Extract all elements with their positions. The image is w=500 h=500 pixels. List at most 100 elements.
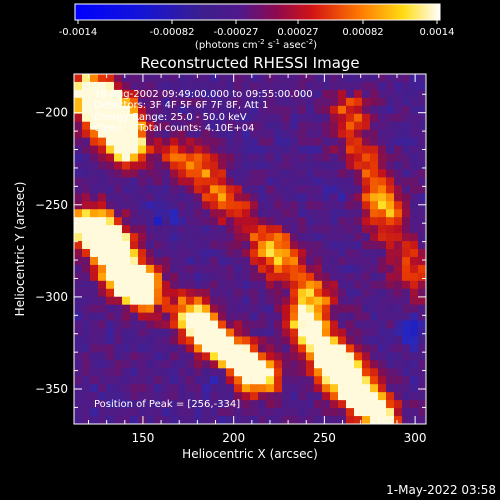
heatmap-cell	[138, 304, 147, 314]
heatmap-cell	[282, 97, 291, 107]
heatmap-cell	[74, 145, 83, 155]
heatmap-cell	[330, 256, 339, 266]
heatmap-cell	[74, 360, 83, 369]
heatmap-cell	[82, 384, 91, 393]
heatmap-cell	[178, 113, 187, 123]
heatmap-cell	[242, 328, 251, 338]
heatmap-cell	[186, 392, 195, 401]
heatmap-cell	[170, 81, 179, 91]
heatmap-cell	[114, 328, 123, 338]
heatmap-cell	[330, 416, 339, 424]
heatmap-cell	[338, 360, 347, 369]
heatmap-cell	[122, 296, 131, 306]
heatmap-cell	[218, 217, 227, 226]
heatmap-cell	[178, 225, 187, 234]
heatmap-cell	[90, 153, 99, 163]
heatmap-cell	[258, 209, 267, 218]
heatmap-cell	[90, 74, 99, 83]
heatmap-cell	[410, 336, 419, 346]
heatmap-cell	[162, 249, 171, 258]
heatmap-cell	[170, 137, 179, 147]
heatmap-cell	[210, 169, 219, 178]
heatmap-cell	[282, 177, 291, 186]
heatmap-cell	[282, 89, 291, 99]
colorbar-tick-label: 0.0014	[420, 27, 455, 38]
heatmap-cell	[250, 392, 259, 401]
heatmap-cell	[330, 312, 339, 322]
heatmap-cell	[218, 105, 227, 115]
heatmap-cell	[74, 328, 83, 338]
heatmap-cell	[306, 137, 315, 147]
heatmap-cell	[186, 344, 195, 353]
heatmap-cell	[194, 97, 203, 107]
heatmap-cell	[394, 320, 403, 330]
heatmap-cell	[402, 288, 411, 298]
heatmap-cell	[90, 320, 99, 330]
heatmap-cell	[74, 225, 83, 234]
heatmap-cell	[378, 129, 387, 139]
heatmap-cell	[154, 137, 163, 147]
heatmap-cell	[394, 161, 403, 171]
heatmap-cell	[266, 105, 275, 115]
heatmap-cell	[106, 233, 115, 242]
heatmap-cell	[362, 416, 371, 424]
heatmap-cell	[354, 256, 363, 266]
heatmap-cell	[410, 328, 419, 338]
heatmap-cell	[250, 217, 259, 226]
heatmap-cell	[162, 97, 171, 107]
heatmap-cell	[394, 392, 403, 401]
heatmap-cell	[154, 384, 163, 393]
heatmap-cell	[178, 392, 187, 401]
heatmap-cell	[146, 368, 155, 377]
heatmap-cell	[418, 97, 426, 107]
heatmap-cell	[322, 121, 331, 131]
heatmap-cell	[194, 280, 203, 290]
heatmap-cell	[186, 113, 195, 123]
heatmap-cell	[130, 177, 139, 186]
heatmap-cell	[410, 288, 419, 298]
heatmap-cell	[322, 169, 331, 178]
heatmap-cell	[114, 320, 123, 330]
heatmap-cell	[306, 177, 315, 186]
heatmap-cell	[162, 81, 171, 91]
heatmap-cell	[314, 185, 323, 194]
heatmap-cell	[274, 328, 283, 338]
heatmap-cell	[210, 129, 219, 139]
heatmap-cell	[402, 304, 411, 314]
heatmap-cell	[274, 264, 283, 274]
heatmap-cell	[194, 177, 203, 186]
heatmap-cell	[242, 384, 251, 393]
heatmap-cell	[218, 225, 227, 234]
heatmap-cell	[338, 400, 347, 409]
heatmap-cell	[330, 264, 339, 274]
heatmap-cell	[186, 328, 195, 338]
heatmap-cell	[202, 81, 211, 91]
heatmap-cell	[378, 201, 387, 210]
heatmap-cell	[394, 416, 403, 424]
heatmap-cell	[218, 177, 227, 186]
heatmap-cell	[258, 392, 267, 401]
heatmap-cell	[282, 288, 291, 298]
heatmap-cell	[202, 129, 211, 139]
heatmap-cell	[354, 97, 363, 107]
heatmap-cell	[362, 320, 371, 330]
heatmap-cell	[298, 392, 307, 401]
heatmap-cell	[282, 193, 291, 202]
heatmap-cell	[122, 137, 131, 147]
heatmap-cell	[130, 81, 139, 91]
heatmap-cell	[378, 288, 387, 298]
heatmap-cell	[306, 368, 315, 377]
y-tick-label: −300	[35, 290, 68, 304]
heatmap-cell	[274, 352, 283, 361]
heatmap-cell	[298, 233, 307, 242]
heatmap-cell	[210, 384, 219, 393]
heatmap-cell	[98, 185, 107, 194]
heatmap-cell	[194, 360, 203, 369]
heatmap-cell	[346, 296, 355, 306]
heatmap-cell	[290, 352, 299, 361]
heatmap-cell	[218, 256, 227, 266]
heatmap-cell	[186, 193, 195, 202]
heatmap-cell	[346, 89, 355, 99]
heatmap-cell	[370, 81, 379, 91]
heatmap-cell	[218, 344, 227, 353]
